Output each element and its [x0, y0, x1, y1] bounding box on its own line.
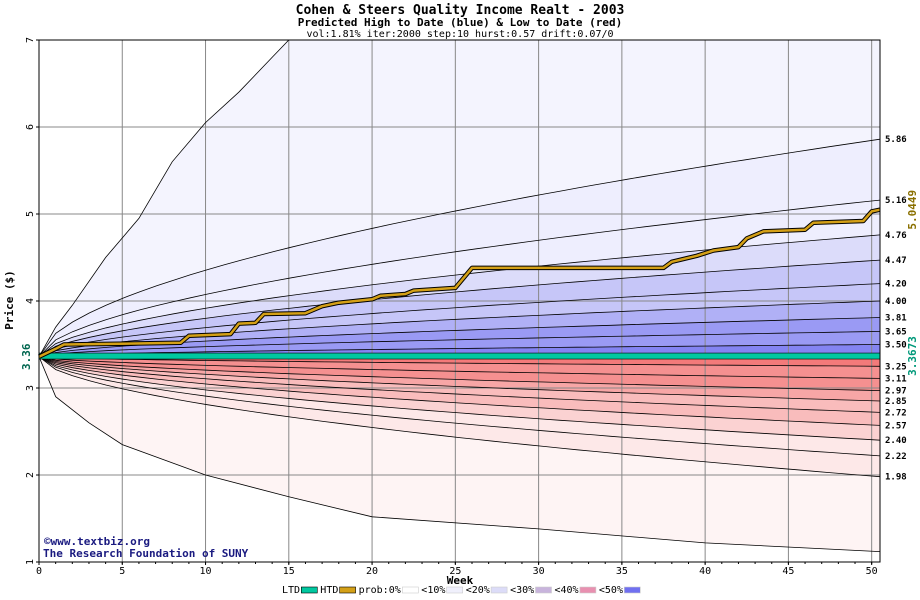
contour-line-4 [38, 283, 881, 358]
level-label-11: 2.97 [885, 387, 907, 397]
legend: LTD HTD prob:0% <10% <20% <30% <40% <50% [282, 585, 641, 596]
x-tick-label-50: 50 [866, 566, 878, 577]
legend-swatch-6 [579, 586, 597, 594]
ltd-end-label: 3.3673 [906, 336, 919, 376]
legend-swatch-4 [490, 586, 508, 594]
level-label-1: 5.16 [885, 196, 907, 206]
level-label-15: 2.40 [885, 436, 907, 446]
y-tick-label-4: 4 [25, 298, 36, 304]
y-tick-label-5: 5 [25, 211, 36, 217]
y-tick-label-6: 6 [25, 124, 36, 130]
level-label-6: 3.81 [885, 314, 907, 324]
x-axis-label: Week [447, 574, 474, 587]
legend-swatch-1 [339, 586, 356, 594]
credit-line-1: ©www.textbiz.org [44, 535, 150, 548]
legend-label-7: <50% [599, 585, 623, 596]
x-tick-label-25: 25 [449, 566, 461, 577]
legend-swatch-3 [446, 586, 464, 594]
contour-line-12 [38, 356, 881, 402]
ltd-line [38, 352, 881, 360]
chart-params: vol:1.81% iter:2000 step:10 hurst:0.57 d… [306, 29, 613, 40]
level-label-8: 3.50 [885, 341, 907, 351]
contour-line-15 [38, 356, 881, 441]
contour-line-1 [38, 199, 881, 357]
y-tick-label-3: 3 [25, 385, 36, 391]
contour-line-17 [38, 356, 881, 478]
x-tick-label-45: 45 [782, 566, 794, 577]
legend-label-5: <30% [510, 585, 534, 596]
contour-line-16 [38, 356, 881, 457]
legend-swatch-7 [623, 586, 641, 594]
contour-line-13 [38, 356, 881, 413]
contour-lines [38, 39, 881, 552]
x-tick-label-40: 40 [699, 566, 711, 577]
level-labels: 5.86 5.16 4.76 4.47 4.20 4.00 3.81 3.65 3.50 3.25… [20, 135, 919, 483]
contour-line-3 [38, 259, 881, 358]
level-label-13: 2.72 [885, 408, 907, 418]
level-label-14: 2.57 [885, 421, 907, 431]
y-tick-label-7: 7 [25, 37, 36, 43]
level-label-12: 2.85 [885, 397, 907, 407]
legend-label-0: LTD [282, 585, 300, 596]
contour-line-10 [38, 356, 881, 379]
x-tick-label-15: 15 [283, 566, 295, 577]
probability-bands [39, 40, 880, 552]
level-label-9: 3.25 [885, 362, 907, 372]
x-tick-label-0: 0 [36, 566, 42, 577]
legend-label-1: HTD [320, 585, 338, 596]
htd-line [38, 208, 881, 358]
x-tick-label-10: 10 [200, 566, 212, 577]
legend-label-4: <20% [466, 585, 490, 596]
legend-swatch-0 [300, 586, 318, 594]
chart-title: Cohen & Steers Quality Income Realt - 20… [296, 3, 625, 18]
level-label-10: 3.11 [885, 374, 907, 384]
level-label-0: 5.86 [885, 135, 907, 145]
level-label-2: 4.76 [885, 231, 907, 241]
x-tick-label-35: 35 [616, 566, 628, 577]
legend-label-2: prob:0% [359, 585, 401, 596]
contour-line-11 [38, 356, 881, 391]
level-label-7: 3.65 [885, 328, 907, 338]
y-tick-label-2: 2 [25, 472, 36, 478]
contour-line-8 [38, 344, 881, 358]
x-tick-label-30: 30 [533, 566, 545, 577]
level-label-3: 4.47 [885, 256, 907, 266]
level-label-4: 4.20 [885, 280, 907, 290]
y-axis-label: Price ($) [3, 270, 16, 330]
upper-envelope-line [38, 39, 290, 357]
legend-label-6: <40% [555, 585, 579, 596]
y-tick-label-1: 1 [25, 559, 36, 565]
lower-envelope-line [38, 356, 881, 552]
contour-line-14 [38, 356, 881, 426]
start-price-label: 3.36 [20, 343, 33, 370]
credit-line-2: The Research Foundation of SUNY [43, 547, 249, 560]
contour-line-9 [38, 356, 881, 367]
level-label-16: 2.22 [885, 452, 907, 462]
legend-swatch-2 [401, 586, 419, 594]
level-label-17: 1.98 [885, 473, 907, 483]
x-tick-label-5: 5 [119, 566, 125, 577]
chart-subtitle: Predicted High to Date (blue) & Low to D… [298, 16, 623, 29]
legend-swatch-5 [535, 586, 552, 594]
htd-end-label: 5.0449 [906, 190, 919, 230]
contour-line-5 [38, 300, 881, 358]
contour-line-7 [38, 331, 881, 358]
legend-label-3: <10% [421, 585, 445, 596]
level-label-5: 4.00 [885, 297, 907, 307]
x-tick-label-20: 20 [366, 566, 378, 577]
contour-line-0 [38, 138, 881, 357]
